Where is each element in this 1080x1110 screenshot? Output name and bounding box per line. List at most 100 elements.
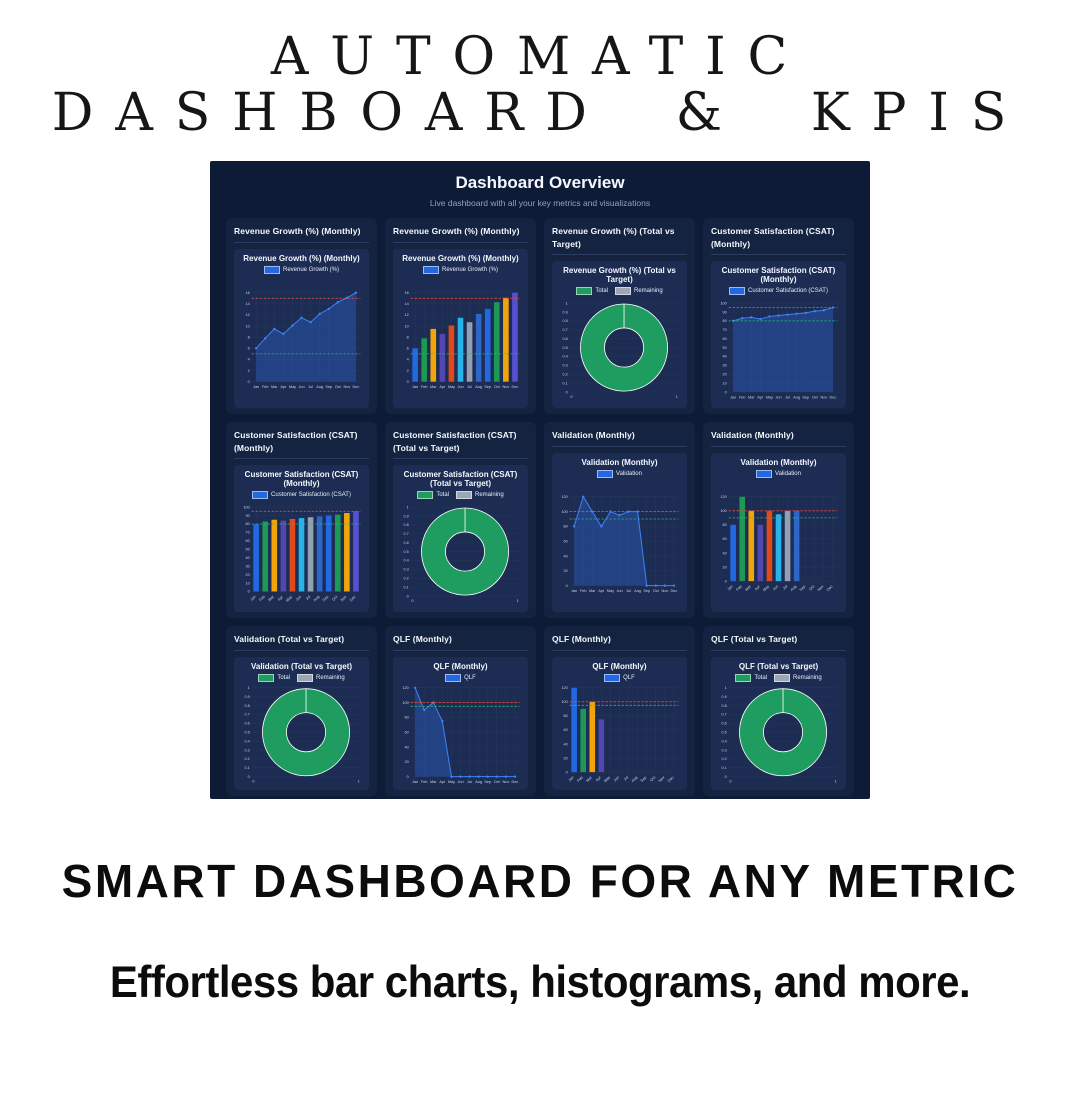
svg-text:Jan: Jan	[412, 780, 418, 784]
legend-label: Total	[595, 287, 608, 294]
chart-title: Customer Satisfaction (CSAT) (Monthly)	[244, 469, 359, 488]
svg-text:Apr: Apr	[595, 775, 603, 783]
chart-legend: QLF	[556, 673, 683, 682]
svg-text:0: 0	[407, 379, 409, 383]
legend-label: QLF	[623, 674, 635, 681]
svg-text:0.1: 0.1	[245, 766, 250, 770]
dashboard-card: QLF (Monthly) QLF (Monthly) QLF 0 20 40 60 80 10…	[385, 626, 536, 797]
svg-text:Jun: Jun	[775, 395, 781, 399]
svg-text:60: 60	[564, 539, 568, 543]
chart-panel: Validation (Monthly) Validation 0 20 40 60 80 1…	[711, 452, 846, 613]
svg-text:80: 80	[405, 715, 409, 719]
legend-item: Total	[258, 673, 290, 682]
legend-label: Remaining	[316, 674, 345, 681]
svg-text:80: 80	[723, 319, 727, 323]
svg-text:120: 120	[561, 495, 567, 499]
legend-item: Total	[417, 490, 449, 499]
svg-text:60: 60	[405, 730, 409, 734]
svg-text:Jun: Jun	[457, 385, 463, 389]
svg-text:70: 70	[246, 531, 250, 535]
svg-text:Oct: Oct	[494, 780, 501, 784]
svg-text:Mar: Mar	[271, 385, 278, 389]
svg-text:Jan: Jan	[250, 595, 257, 602]
svg-text:Aug: Aug	[793, 395, 800, 399]
svg-text:90: 90	[246, 514, 250, 518]
svg-text:0.2: 0.2	[563, 372, 568, 376]
svg-text:20: 20	[723, 372, 727, 376]
svg-text:120: 120	[720, 495, 726, 499]
legend-label: Remaining	[634, 287, 663, 294]
plot-svg: 0 10 20 30 40 50 60 70 80 90 100 Jan Feb Mar Apr May Jun…	[720, 301, 838, 399]
svg-text:Apr: Apr	[439, 780, 446, 784]
card-title: QLF (Monthly)	[552, 634, 611, 645]
svg-text:Dec: Dec	[667, 775, 675, 783]
svg-text:Sep: Sep	[484, 780, 491, 784]
card-divider	[552, 253, 687, 255]
legend-item: Remaining	[774, 673, 822, 682]
svg-text:0: 0	[725, 774, 727, 778]
svg-text:40: 40	[723, 551, 727, 555]
svg-text:Jan: Jan	[253, 385, 259, 389]
legend-label: Total	[277, 674, 290, 681]
card-divider	[552, 649, 687, 651]
legend-label: Customer Satisfaction (CSAT)	[271, 491, 351, 498]
svg-text:0.4: 0.4	[245, 739, 250, 743]
svg-text:Apr: Apr	[757, 395, 764, 399]
svg-text:0.9: 0.9	[245, 694, 250, 698]
svg-text:0.7: 0.7	[245, 712, 250, 716]
svg-text:0.6: 0.6	[245, 721, 250, 725]
svg-text:Dec: Dec	[349, 595, 357, 603]
svg-text:Dec: Dec	[671, 589, 678, 593]
svg-text:Sep: Sep	[325, 385, 332, 389]
legend-swatch	[263, 265, 280, 274]
svg-text:May: May	[448, 780, 455, 784]
svg-text:40: 40	[564, 554, 568, 558]
svg-text:Oct: Oct	[335, 385, 342, 389]
dashboard-subtitle: Live dashboard with all your key metrics…	[429, 198, 651, 209]
bottom-heading: SMART DASHBOARD FOR ANY METRIC	[61, 855, 1019, 908]
svg-text:40: 40	[405, 745, 409, 749]
card-title: Revenue Growth (%) (Total vs Target)	[552, 226, 675, 249]
svg-text:0.6: 0.6	[722, 721, 727, 725]
svg-text:Dec: Dec	[353, 385, 360, 389]
svg-text:Jul: Jul	[782, 584, 788, 590]
chart-title: Revenue Growth (%) (Monthly)	[402, 253, 519, 263]
svg-text:May: May	[766, 395, 773, 399]
svg-text:Sep: Sep	[322, 595, 330, 603]
dashboard-card: Customer Satisfaction (CSAT) (Monthly) Cu…	[226, 422, 377, 619]
svg-text:0.9: 0.9	[563, 310, 568, 314]
chart-legend: Revenue Growth (%)	[397, 265, 524, 274]
svg-text:Jul: Jul	[308, 385, 313, 389]
cards-grid: Revenue Growth (%) (Monthly) Revenue Grow…	[210, 208, 870, 797]
chart-panel: Revenue Growth (%) (Monthly) Revenue Grow…	[234, 248, 369, 409]
svg-text:Nov: Nov	[340, 595, 348, 603]
svg-text:120: 120	[402, 686, 408, 690]
svg-text:Feb: Feb	[580, 589, 587, 593]
svg-text:0.6: 0.6	[563, 337, 568, 341]
plot-svg: 0 0.1 0.2 0.3 0.4 0.5 0.6 0.7 0.8 0.9 1 0 1	[722, 686, 838, 783]
svg-text:0.1: 0.1	[563, 381, 568, 385]
svg-text:0.6: 0.6	[404, 541, 409, 545]
card-title: Customer Satisfaction (CSAT) (Total vs T…	[393, 430, 517, 453]
card-divider	[393, 457, 528, 459]
svg-text:20: 20	[405, 760, 409, 764]
svg-text:Jan: Jan	[730, 395, 736, 399]
legend-swatch	[445, 673, 462, 682]
svg-text:Dec: Dec	[830, 395, 837, 399]
svg-text:Apr: Apr	[277, 594, 285, 602]
top-heading-line1: AUTOMATIC	[270, 27, 810, 87]
legend-label: Revenue Growth (%)	[282, 266, 340, 273]
svg-text:Jun: Jun	[616, 589, 622, 593]
svg-text:12: 12	[405, 313, 409, 317]
legend-label: QLF	[464, 674, 476, 681]
svg-text:0.7: 0.7	[404, 532, 409, 536]
card-title: Validation (Monthly)	[711, 430, 794, 441]
svg-text:Oct: Oct	[649, 774, 657, 782]
svg-text:Jun: Jun	[295, 595, 302, 602]
dashboard-card: Revenue Growth (%) (Monthly) Revenue Grow…	[226, 218, 377, 415]
legend-swatch	[576, 286, 593, 295]
svg-text:Oct: Oct	[812, 395, 819, 399]
chart-title: Customer Satisfaction (CSAT) (Monthly)	[721, 265, 836, 284]
svg-text:0.2: 0.2	[404, 576, 409, 580]
svg-text:Sep: Sep	[802, 395, 809, 399]
